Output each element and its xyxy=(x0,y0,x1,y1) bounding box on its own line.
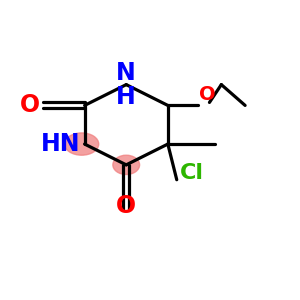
Text: Cl: Cl xyxy=(180,163,204,183)
Text: H: H xyxy=(116,85,136,109)
Ellipse shape xyxy=(64,133,99,155)
Text: O: O xyxy=(116,194,136,218)
Text: O: O xyxy=(20,93,40,117)
Text: HN: HN xyxy=(41,132,80,156)
Ellipse shape xyxy=(113,155,140,175)
Text: O: O xyxy=(199,85,216,104)
Text: N: N xyxy=(116,61,136,85)
